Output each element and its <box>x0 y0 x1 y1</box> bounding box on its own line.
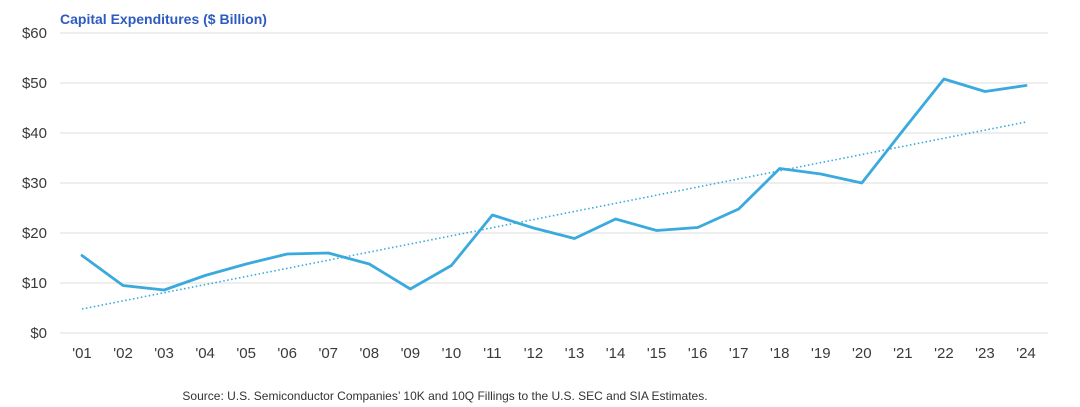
chart-title: Capital Expenditures ($ Billion) <box>60 11 267 27</box>
y-axis-ticks: $0 $10 $20 $30 $40 $50 $60 <box>22 25 47 342</box>
x-tick-label: '11 <box>483 345 501 362</box>
x-tick-label: '15 <box>647 345 667 362</box>
x-tick-label: '18 <box>770 345 790 362</box>
x-tick-label: '22 <box>934 345 954 362</box>
x-tick-label: '05 <box>236 345 256 362</box>
x-tick-label: '03 <box>154 345 174 362</box>
x-tick-label: '06 <box>277 345 297 362</box>
x-axis-ticks: '01 '02 '03 '04 '05 '06 '07 '08 '09 '10 '11 '12 '13 '… <box>72 345 1036 362</box>
source-note: Source: U.S. Semiconductor Companies’ 10… <box>182 389 707 403</box>
y-tick-label: $40 <box>22 125 47 142</box>
gridlines <box>60 32 1048 334</box>
x-tick-label: '01 <box>72 345 92 362</box>
capex-series-line <box>80 77 1028 292</box>
x-tick-label: '21 <box>893 345 913 362</box>
x-tick-label: '13 <box>565 345 585 362</box>
x-tick-label: '08 <box>360 345 380 362</box>
x-tick-label: '07 <box>318 345 338 362</box>
y-tick-label: $30 <box>22 175 47 192</box>
x-tick-label: '12 <box>524 345 544 362</box>
x-tick-label: '19 <box>811 345 831 362</box>
x-tick-label: '24 <box>1016 345 1036 362</box>
x-tick-label: '16 <box>688 345 708 362</box>
trendline <box>81 121 1027 310</box>
x-tick-label: '04 <box>195 345 215 362</box>
x-tick-label: '10 <box>442 345 462 362</box>
x-tick-label: '09 <box>401 345 421 362</box>
y-tick-label: $0 <box>30 325 47 342</box>
y-tick-label: $50 <box>22 75 47 92</box>
x-tick-label: '14 <box>606 345 626 362</box>
y-tick-label: $60 <box>22 25 47 42</box>
x-tick-label: '20 <box>852 345 872 362</box>
x-tick-label: '17 <box>729 345 749 362</box>
y-tick-label: $10 <box>22 275 47 292</box>
y-tick-label: $20 <box>22 225 47 242</box>
x-tick-label: '02 <box>113 345 133 362</box>
x-tick-label: '23 <box>975 345 995 362</box>
